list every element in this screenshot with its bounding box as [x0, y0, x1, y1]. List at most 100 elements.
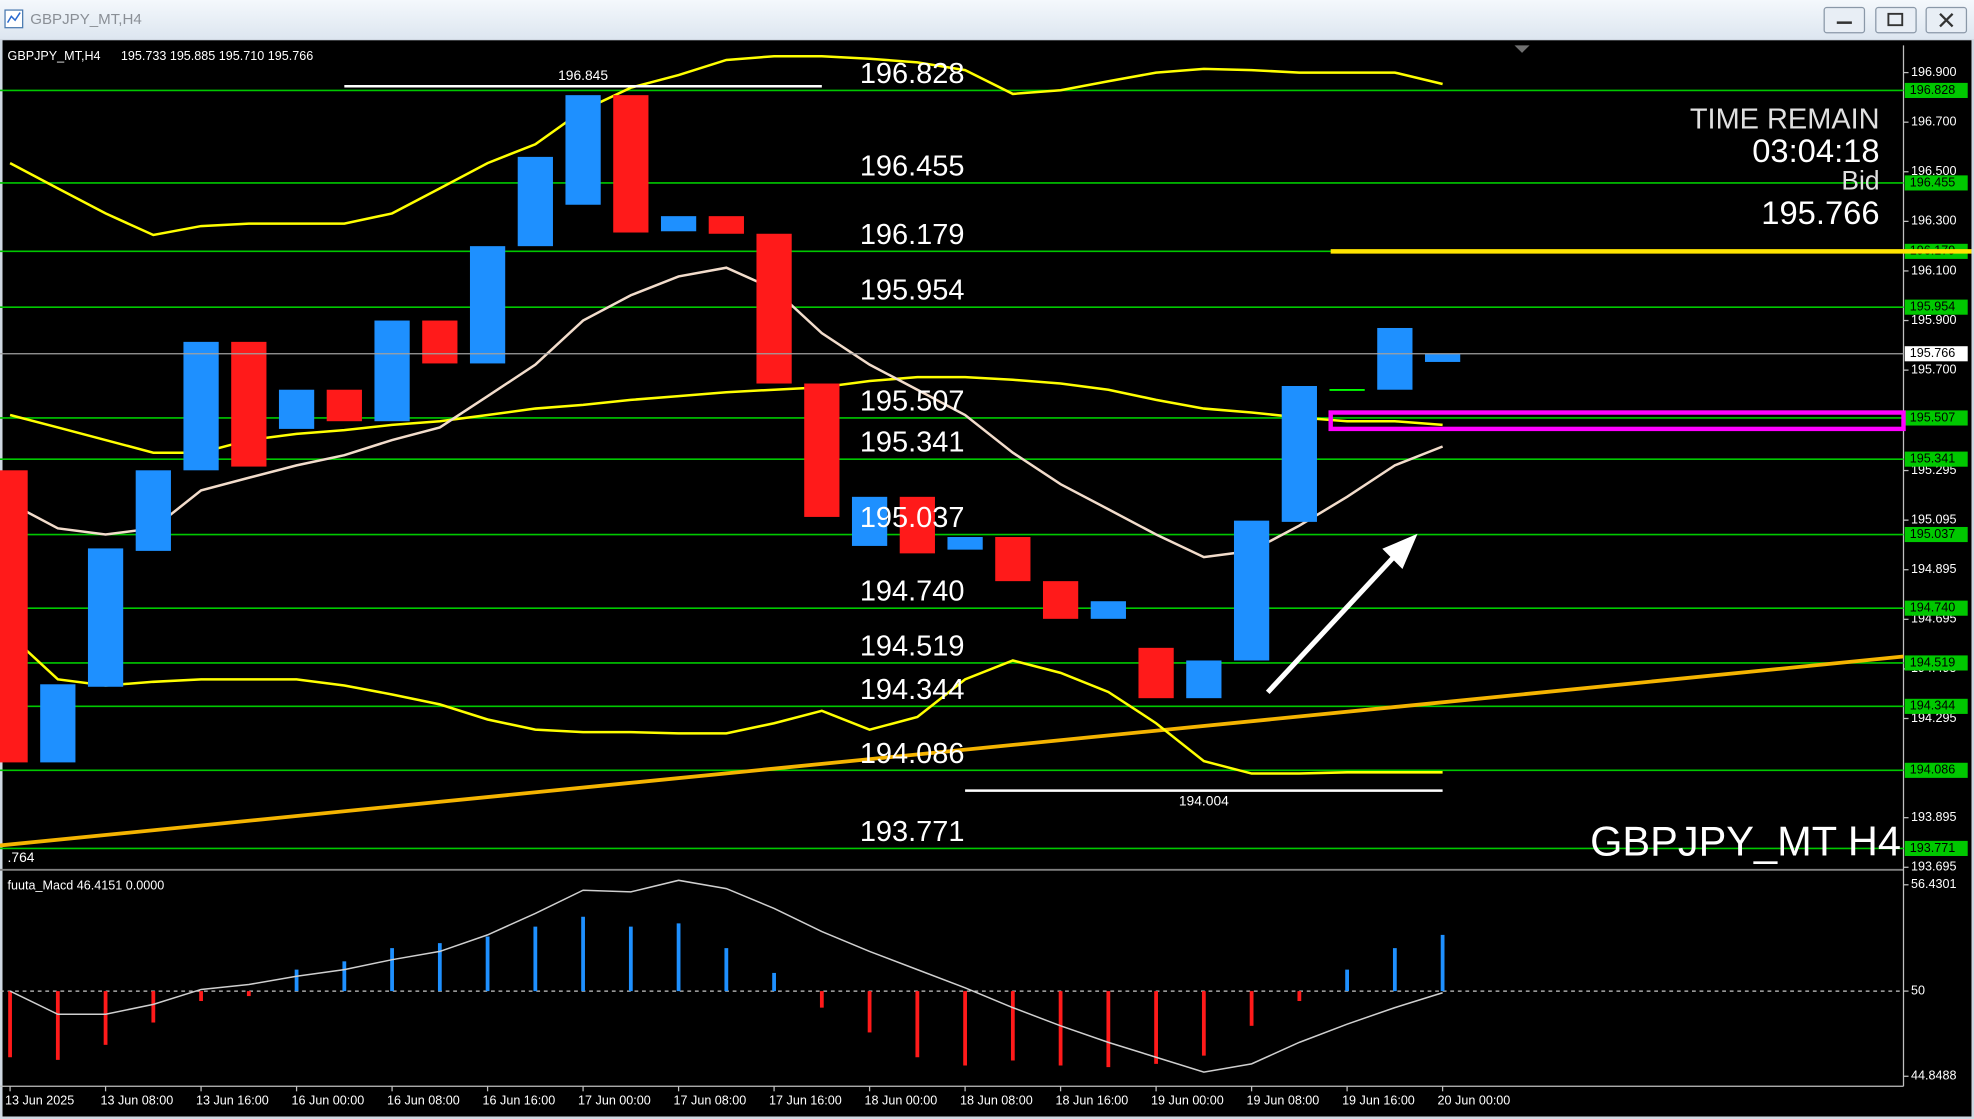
arrow-shaft — [1265, 544, 1406, 695]
level-tag — [1904, 526, 1968, 543]
candle-body — [1090, 601, 1126, 619]
x-tick-label: 13 Jun 16:00 — [196, 1094, 269, 1108]
candle-body — [326, 389, 362, 422]
level-label: 195.341 — [860, 427, 965, 459]
symbol-label: GBPJPY_MT,H4 — [8, 49, 101, 63]
candle-body — [995, 537, 1031, 582]
level-tag-label: 194.740 — [1910, 600, 1955, 614]
level-label: 194.086 — [860, 738, 965, 770]
window-buttons — [1823, 6, 1968, 34]
y-tick-label: 195.900 — [1911, 313, 1956, 327]
indicator-line — [9, 54, 1443, 237]
shift-marker — [1514, 45, 1530, 53]
candle-body — [1233, 520, 1270, 661]
level-label: 194.740 — [860, 576, 965, 608]
macd-y-tick-label: 56.4301 — [1911, 877, 1956, 891]
chart-background — [2, 40, 1972, 1117]
level-tag — [1904, 762, 1968, 778]
x-tick-label: 16 Jun 08:00 — [387, 1094, 460, 1108]
zone-box — [1328, 410, 1906, 432]
time-remain: 03:04:18 — [1752, 132, 1879, 169]
macd-signal — [9, 879, 1443, 1073]
candle-body — [708, 216, 744, 234]
app-icon-glyph — [6, 12, 21, 24]
indicator-line — [9, 266, 1444, 559]
level-label: 195.954 — [860, 275, 965, 307]
candle-body — [1281, 386, 1317, 522]
bid-label: Bid — [1841, 165, 1879, 195]
price-plot — [0, 54, 1904, 850]
candle-body — [231, 341, 267, 467]
candle-body — [565, 95, 601, 205]
level-tag-label: 196.455 — [1910, 175, 1955, 189]
level-tag-label: 195.507 — [1910, 410, 1955, 424]
macd-y-tick-label: 50 — [1911, 983, 1925, 997]
candle-body — [278, 389, 315, 429]
macd-title: fuuta_Macd 46.4151 0.0000 — [8, 878, 165, 892]
x-tick-label: 18 Jun 00:00 — [865, 1094, 938, 1108]
y-tick-label: 194.895 — [1911, 562, 1956, 576]
x-tick-label: 19 Jun 00:00 — [1151, 1094, 1224, 1108]
candle-body — [1186, 660, 1222, 699]
level-tag-label: 193.771 — [1910, 841, 1955, 855]
y-tick-label: 195.095 — [1911, 512, 1956, 526]
x-tick-label: 17 Jun 16:00 — [769, 1094, 842, 1108]
y-tick-label: 196.100 — [1911, 263, 1956, 277]
axes: 196.900 196.700 196.500 196.300 196.100 195.9… — [5, 65, 1968, 1108]
x-tick-label: 20 Jun 00:00 — [1438, 1094, 1511, 1108]
macd-y-tick-label: 44.8488 — [1911, 1069, 1956, 1083]
x-tick-label: 16 Jun 00:00 — [292, 1094, 365, 1108]
x-tick-label: 17 Jun 00:00 — [578, 1094, 651, 1108]
level-label: 195.507 — [860, 386, 965, 418]
candle-body — [851, 496, 888, 546]
level-label: 194.519 — [860, 631, 965, 663]
x-tick-label: 17 Jun 08:00 — [674, 1094, 747, 1108]
x-tick-label: 18 Jun 16:00 — [1056, 1094, 1129, 1108]
level-tag — [1904, 451, 1968, 467]
bid-value: 195.766 — [1761, 194, 1879, 231]
time-remain-label: TIME REMAIN — [1690, 103, 1880, 135]
restore-glyph — [1887, 12, 1904, 27]
low-label: 194.004 — [1179, 793, 1229, 809]
y-tick-label: 193.695 — [1911, 860, 1956, 874]
candle-body — [1377, 327, 1413, 390]
candle-body — [1138, 647, 1174, 699]
level-label: 194.344 — [860, 674, 965, 706]
close-glyph — [1939, 13, 1954, 28]
current-price-label: 195.766 — [1910, 346, 1955, 360]
candle-body — [899, 496, 935, 554]
level-tag — [1904, 410, 1968, 426]
level-tag — [1904, 840, 1968, 856]
watermark: GBPJPY_MT H4 — [1590, 818, 1901, 865]
candle-body — [40, 684, 76, 763]
level-tag-label: 196.828 — [1910, 83, 1955, 97]
y-tick-label: 196.500 — [1911, 164, 1956, 178]
level-tag — [1904, 655, 1968, 671]
indicator-line — [9, 634, 1443, 775]
candle-body — [613, 95, 649, 233]
level-tag — [1904, 82, 1968, 98]
arrow-head — [1382, 533, 1418, 569]
x-tick-label: 13 Jun 08:00 — [101, 1094, 174, 1108]
level-tag-label: 194.086 — [1910, 763, 1955, 777]
level-tag-label: 194.344 — [1910, 699, 1955, 713]
level-tag-label: 195.954 — [1910, 299, 1955, 313]
level-tag — [1904, 698, 1968, 714]
window-title: GBPJPY_MT,H4 — [30, 11, 142, 28]
ohlc-info: 195.733 195.885 195.710 195.766 — [121, 49, 313, 63]
restore-button[interactable] — [1875, 6, 1917, 34]
candle-body — [469, 246, 506, 364]
candle-body — [183, 341, 219, 471]
macd-plot — [0, 879, 1904, 1073]
candle-body — [1042, 581, 1079, 619]
level-tag-label: 195.341 — [1910, 451, 1955, 465]
candle-body — [756, 233, 792, 384]
x-tick-label: 13 Jun 2025 — [5, 1094, 74, 1108]
minimize-button[interactable] — [1823, 6, 1866, 34]
candle-body — [422, 320, 458, 364]
candle-body — [804, 383, 840, 517]
level-label: 193.771 — [860, 816, 965, 848]
level-label: 196.179 — [860, 219, 965, 251]
